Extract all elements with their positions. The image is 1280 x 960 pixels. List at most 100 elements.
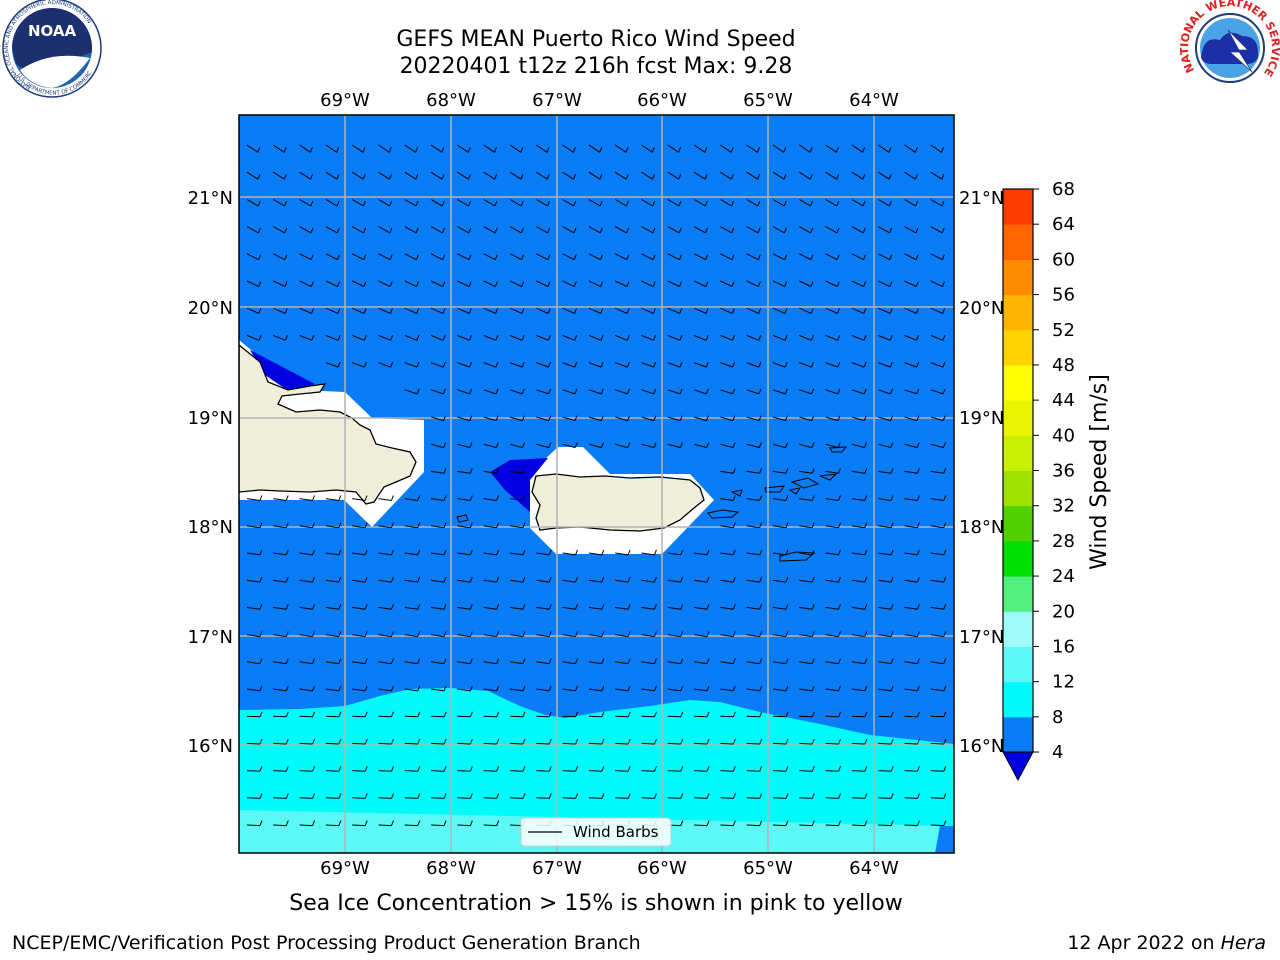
wind-barb-flag [730,174,734,180]
wind-barb-flag [784,335,788,341]
wind-barb [536,362,549,368]
wind-barb [878,416,891,422]
wind-barb [825,334,838,341]
wind-barb [799,470,813,474]
wind-barb-flag [522,685,526,692]
wind-barb-flag [417,576,421,583]
wind-barb-flag [890,766,894,772]
wind-barb [536,443,550,449]
colorbar-segment [1003,611,1033,647]
wind-barb-flag [838,711,842,717]
lon-label: 64°W [849,858,899,879]
wind-barb [746,307,759,314]
wind-barb-flag [783,174,787,180]
wind-barb-flag [417,495,421,501]
wind-barb-flag [468,308,472,314]
wind-barb [246,661,260,665]
lon-label: 68°W [426,90,476,111]
wind-barb [615,579,629,583]
wind-barb [509,634,523,637]
wind-barb [273,280,286,288]
wind-barb [720,498,734,501]
wind-barb [431,606,445,610]
wind-barb [562,443,576,449]
wind-barb [878,770,892,772]
wind-barb [536,661,550,665]
wind-barb-flag [363,227,367,234]
wind-barb-flag [522,604,526,610]
wind-barb-flag [338,685,342,692]
lon-label: 64°W [849,90,899,111]
wind-barb [536,171,548,180]
wind-barb-flag [758,308,762,314]
wind-barb [273,226,285,234]
wind-barb [483,416,497,422]
wind-barb [404,253,417,261]
wind-barb [273,824,287,827]
wind-barb [299,634,313,637]
wind-barb [799,389,812,395]
wind-barb-flag [862,227,866,234]
wind-barb [483,606,497,610]
wind-barb-flag [521,335,525,341]
wind-barb-flag [548,766,552,772]
wind-barb [273,797,287,799]
wind-barb [325,824,339,827]
wind-barb-flag [785,793,789,799]
wind-barb [299,715,313,718]
wind-barb [615,661,629,665]
wind-barb [930,824,944,827]
wind-barb-flag [627,711,631,717]
wind-barb-flag [732,549,736,556]
wind-barb-flag [678,174,682,180]
wind-barb-flag [626,254,630,260]
wind-barb-flag [651,147,655,153]
wind-barb [378,253,391,261]
wind-barb-flag [416,281,419,287]
wind-barb [614,171,627,180]
wind-barb-flag [496,522,500,528]
mona-island [456,514,469,523]
wind-barb-flag [732,335,735,341]
wind-barb [246,144,259,153]
wind-barb-flag [494,281,498,287]
wind-barb-flag [337,361,341,368]
wind-barb-flag [811,468,815,474]
wind-barb-flag [836,254,840,260]
wind-barb-flag [284,254,288,260]
wind-barb [457,498,471,501]
wind-barb-flag [916,495,920,501]
wind-barb-flag [496,495,500,501]
wind-barb [930,661,944,665]
wind-barb-flag [469,604,473,610]
wind-barb-flag [916,388,920,395]
wind-barb [641,770,655,772]
wind-barb [562,307,575,314]
wind-barb-flag [890,388,893,395]
wind-barb-flag [363,361,367,368]
wind-barb-flag [652,281,656,287]
wind-barb [772,198,785,207]
wind-barb [720,770,734,772]
colorbar-tick-label: 48 [1052,355,1075,376]
wind-barb [483,824,497,827]
colorbar-tick-label: 60 [1052,249,1075,270]
wind-barb-flag [759,738,763,745]
wind-barb [641,362,654,368]
wind-barb-flag [259,766,263,772]
wind-barb [799,606,813,610]
wind-barb [851,198,864,207]
wind-barb [615,389,628,395]
wind-barb-flag [784,281,788,287]
wind-barb [720,362,733,368]
wind-barb-flag [469,793,473,799]
wind-barb-flag [916,522,920,528]
wind-barb-flag [759,495,763,501]
wind-barb-flag [706,415,709,421]
wind-barb [772,634,786,637]
wind-barb-flag [706,442,710,448]
wind-barb [483,280,496,288]
wind-barb-flag [521,254,525,260]
wind-barb-flag [811,442,815,448]
wind-barb [457,362,470,368]
